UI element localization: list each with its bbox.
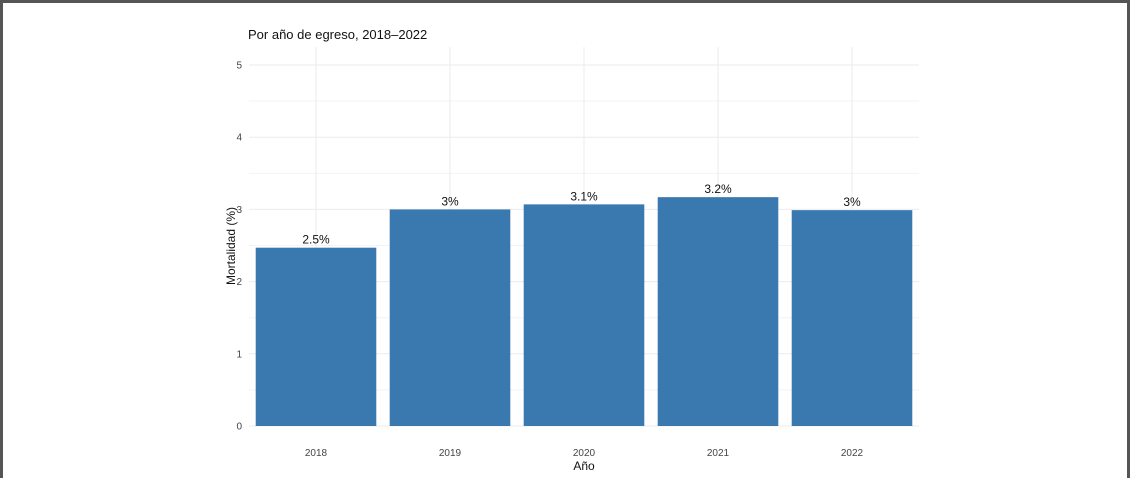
bar-2019 xyxy=(389,209,511,426)
bar-label-2019: 3% xyxy=(441,194,459,208)
y-tick-0: 0 xyxy=(236,422,242,433)
y-axis-label: Mortalidad (%) xyxy=(224,207,238,285)
bar-chart: Por año de egreso, 2018–2022 2.5% 3% 3.1% 3… xyxy=(224,27,919,473)
x-tick-labels: 2018 2019 2020 2021 2022 xyxy=(305,448,864,459)
bar-labels: 2.5% 3% 3.1% 3.2% 3% xyxy=(302,182,861,247)
bar-2020 xyxy=(523,204,645,426)
x-tick-2019: 2019 xyxy=(439,448,462,459)
y-tick-1: 1 xyxy=(236,349,242,360)
bar-label-2021: 3.2% xyxy=(704,182,732,196)
x-tick-2022: 2022 xyxy=(841,448,864,459)
x-tick-2021: 2021 xyxy=(707,448,730,459)
bar-2018 xyxy=(255,247,377,426)
x-tick-2018: 2018 xyxy=(305,448,328,459)
y-tick-2: 2 xyxy=(236,277,242,288)
y-tick-3: 3 xyxy=(236,205,242,216)
bar-label-2018: 2.5% xyxy=(302,233,330,247)
bar-label-2020: 3.1% xyxy=(570,189,598,203)
chart-title: Por año de egreso, 2018–2022 xyxy=(248,27,427,42)
x-tick-2020: 2020 xyxy=(573,448,596,459)
bar-2021 xyxy=(657,197,779,426)
x-axis-label: Año xyxy=(573,459,595,473)
y-tick-labels: 0 1 2 3 4 5 xyxy=(236,61,242,433)
bar-2022 xyxy=(791,210,913,426)
y-tick-5: 5 xyxy=(236,61,242,72)
y-tick-4: 4 xyxy=(236,133,242,144)
bar-label-2022: 3% xyxy=(843,195,861,209)
bars xyxy=(255,197,913,426)
